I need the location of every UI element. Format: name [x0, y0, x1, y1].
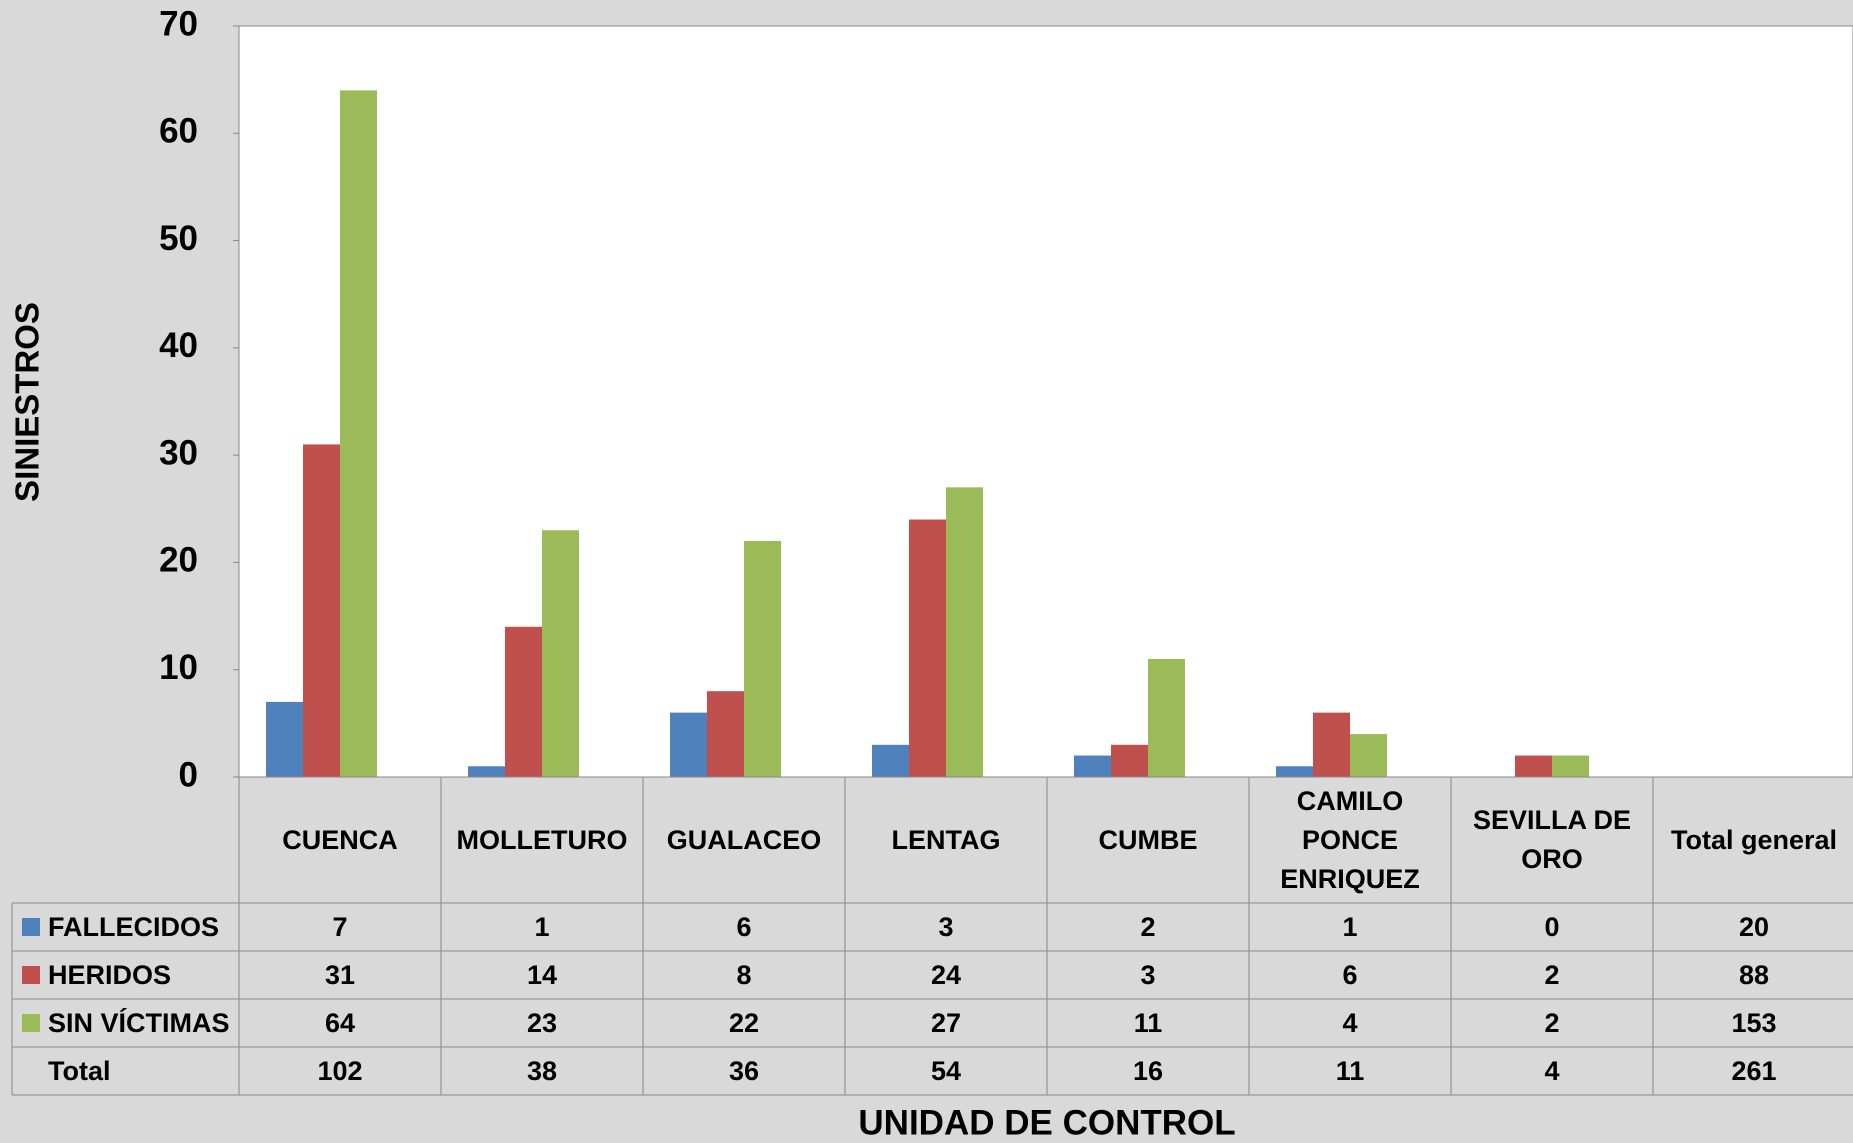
legend-key [22, 918, 40, 936]
y-tick-label: 0 [179, 755, 198, 794]
table-value: 7 [332, 911, 348, 942]
table-value: 2 [1544, 1007, 1560, 1038]
bar [707, 691, 744, 777]
y-tick-label: 50 [159, 219, 198, 258]
bar [1074, 755, 1111, 777]
bar [909, 519, 946, 777]
bar [744, 540, 781, 777]
bar [303, 444, 340, 777]
category-label: Total general [1670, 824, 1838, 855]
bar [1515, 755, 1552, 777]
category-label: CAMILO PONCE ENRIQUEZ [1280, 785, 1420, 894]
table-value: 23 [526, 1007, 558, 1038]
x-axis-label: UNIDAD DE CONTROL [858, 1103, 1235, 1142]
table-value: 4 [1342, 1007, 1358, 1038]
bar [266, 701, 303, 777]
table-value: 6 [736, 911, 752, 942]
category-label: CUENCA [282, 824, 398, 855]
y-axis-label: SINIESTROS [9, 302, 46, 502]
table-value: 3 [1140, 959, 1156, 990]
table-value: 31 [324, 959, 356, 990]
y-tick-label: 20 [159, 541, 198, 580]
table-value: 27 [930, 1007, 962, 1038]
table-value: 22 [728, 1007, 760, 1038]
bar [946, 487, 983, 777]
table-value: 1 [1342, 911, 1358, 942]
bar [542, 530, 579, 777]
table-value: 88 [1738, 959, 1770, 990]
legend-label: FALLECIDOS [48, 911, 220, 942]
bar [1313, 712, 1350, 777]
table-value: 16 [1132, 1055, 1164, 1086]
table-value: 8 [736, 959, 752, 990]
table-value: 1 [534, 911, 550, 942]
table-value: 64 [324, 1007, 356, 1038]
table-value: 36 [728, 1055, 760, 1086]
table-value: 102 [317, 1055, 363, 1086]
plot-area [238, 25, 1853, 778]
legend-label: SIN VÍCTIMAS [48, 1007, 230, 1038]
table-value: 153 [1731, 1007, 1777, 1038]
table-value: 20 [1738, 911, 1770, 942]
table-value: 0 [1544, 911, 1560, 942]
bar [340, 90, 377, 777]
table-value: 14 [526, 959, 558, 990]
legend-key [22, 1014, 40, 1032]
table-value: 11 [1335, 1055, 1365, 1086]
y-tick-label: 10 [159, 648, 198, 687]
category-label: MOLLETURO [456, 824, 628, 855]
category-label: LENTAG [891, 824, 1001, 855]
bar [468, 766, 505, 777]
bar [1111, 744, 1148, 777]
bar [872, 744, 909, 777]
y-tick-label: 40 [159, 326, 198, 365]
bar [505, 626, 542, 777]
legend-key [22, 966, 40, 984]
legend-label: HERIDOS [48, 959, 172, 990]
y-tick-label: 60 [159, 112, 198, 151]
bar [1276, 766, 1313, 777]
bar [670, 712, 707, 777]
table-value: 6 [1342, 959, 1358, 990]
category-label: CUMBE [1098, 824, 1198, 855]
table-value: 24 [930, 959, 962, 990]
table-value: 4 [1544, 1055, 1560, 1086]
table-value: 54 [930, 1055, 962, 1086]
table-value: 38 [526, 1055, 558, 1086]
table-value: 261 [1731, 1055, 1777, 1086]
table-value: 2 [1140, 911, 1156, 942]
bar [1350, 734, 1387, 777]
category-label: GUALACEO [666, 824, 822, 855]
table-value: 11 [1133, 1007, 1163, 1038]
bar [1552, 755, 1589, 777]
table-value: 2 [1544, 959, 1560, 990]
category-label: SEVILLA DE ORO [1472, 805, 1632, 874]
y-tick-label: 70 [159, 4, 198, 43]
row-label: Total [48, 1055, 111, 1086]
y-tick-label: 30 [159, 433, 198, 472]
bar [1148, 658, 1185, 777]
table-value: 3 [938, 911, 954, 942]
